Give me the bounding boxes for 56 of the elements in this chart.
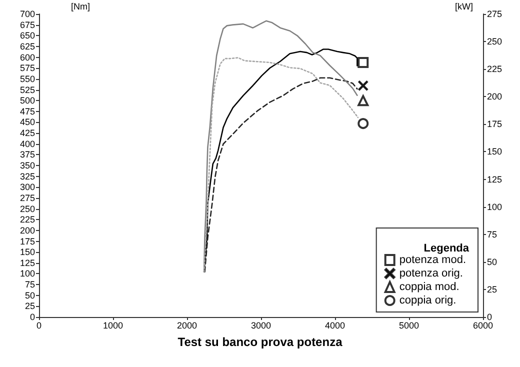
y-tick-label: 475 xyxy=(20,106,35,116)
y-tick-label: 600 xyxy=(20,52,35,62)
y-tick-label: 625 xyxy=(20,41,35,52)
y-tick-label: 575 xyxy=(20,63,35,74)
y-tick-label: 550 xyxy=(20,74,35,84)
y-tick-label: 50 xyxy=(24,290,35,300)
y-tick-label: 450 xyxy=(20,117,35,128)
y2-tick-label: 125 xyxy=(487,174,502,184)
y-tick-label: 100 xyxy=(20,268,35,279)
x-tick-label: 5000 xyxy=(398,320,420,330)
text: Test su banco prova potenza xyxy=(178,335,343,349)
y-tick-label: 325 xyxy=(20,171,35,182)
y-tick-label: 200 xyxy=(20,225,35,236)
y2-tick-label: 150 xyxy=(487,146,502,157)
x-tick-label: 3000 xyxy=(250,320,272,330)
legend-title: Legenda xyxy=(424,242,470,254)
y-tick-label: 425 xyxy=(20,128,35,138)
y-tick-label: 125 xyxy=(20,258,35,268)
y-tick-label: 225 xyxy=(20,214,35,225)
y-tick-label: 175 xyxy=(20,236,35,246)
y-tick-label: 300 xyxy=(20,182,35,192)
y2-tick-label: 200 xyxy=(487,92,502,102)
y-tick-label: 150 xyxy=(20,247,35,258)
y-tick-label: 375 xyxy=(20,150,35,160)
y-tick-label: 275 xyxy=(20,192,35,203)
legend-label: coppia orig. xyxy=(399,294,456,306)
x-tick-label: 4000 xyxy=(324,320,346,330)
y-tick-label: 0 xyxy=(30,312,35,322)
y2-axis-title: [kW] xyxy=(455,2,473,12)
y-tick-label: 500 xyxy=(20,96,35,106)
y-tick-label: 700 xyxy=(20,9,35,19)
y-tick-label: 525 xyxy=(20,84,35,95)
legend-label: potenza orig. xyxy=(399,268,463,280)
y2-tick-label: 75 xyxy=(487,229,498,240)
x-tick-label: 0 xyxy=(36,320,42,330)
y-tick-label: 650 xyxy=(20,30,35,41)
y2-tick-label: 50 xyxy=(487,256,498,267)
y2-tick-label: 25 xyxy=(487,284,498,294)
legend-label: potenza mod. xyxy=(399,254,466,266)
y2-tick-label: 0 xyxy=(487,312,492,322)
y2-tick-label: 225 xyxy=(487,64,502,74)
y-tick-label: 25 xyxy=(24,301,35,312)
x-tick-label: 1000 xyxy=(102,320,124,330)
x-tick-label: 6000 xyxy=(472,320,494,330)
y-tick-label: 400 xyxy=(20,138,35,149)
y-tick-label: 75 xyxy=(24,280,35,290)
y-tick-label: 350 xyxy=(20,160,35,170)
y2-tick-label: 275 xyxy=(487,9,502,19)
legend-label: coppia mod. xyxy=(399,281,460,293)
y-tick-label: 250 xyxy=(20,204,35,214)
y-tick-label: 675 xyxy=(20,20,35,30)
x-tick-label: 2000 xyxy=(176,320,198,330)
y2-tick-label: 250 xyxy=(487,36,502,47)
y2-tick-label: 100 xyxy=(487,202,502,212)
y2-tick-label: 175 xyxy=(487,119,502,130)
y-axis-title: [Nm] xyxy=(71,2,90,12)
